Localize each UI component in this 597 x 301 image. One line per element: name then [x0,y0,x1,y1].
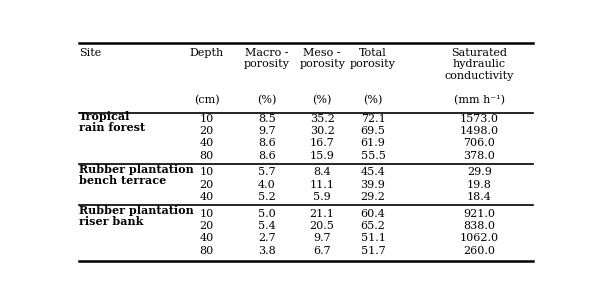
Text: rain forest: rain forest [79,122,146,133]
Text: 5.2: 5.2 [258,192,275,202]
Text: 45.4: 45.4 [361,167,386,177]
Text: Rubber plantation: Rubber plantation [79,205,194,216]
Text: 6.7: 6.7 [313,246,331,256]
Text: 9.7: 9.7 [258,126,275,136]
Text: 20: 20 [199,126,214,136]
Text: (%): (%) [312,95,332,106]
Text: (mm h⁻¹): (mm h⁻¹) [454,95,505,106]
Text: 8.5: 8.5 [258,114,275,124]
Text: 5.0: 5.0 [258,209,275,219]
Text: 8.6: 8.6 [258,151,275,161]
Text: Macro -
porosity: Macro - porosity [244,48,290,69]
Text: 4.0: 4.0 [258,180,275,190]
Text: 18.4: 18.4 [467,192,492,202]
Text: 16.7: 16.7 [310,138,334,148]
Text: 10: 10 [199,167,214,177]
Text: 1573.0: 1573.0 [460,114,499,124]
Text: 9.7: 9.7 [313,233,331,243]
Text: 40: 40 [199,192,214,202]
Text: 20: 20 [199,180,214,190]
Text: 80: 80 [199,246,214,256]
Text: (%): (%) [257,95,276,106]
Text: (cm): (cm) [193,95,219,106]
Text: bench terrace: bench terrace [79,175,167,186]
Text: 260.0: 260.0 [463,246,496,256]
Text: 80: 80 [199,151,214,161]
Text: 30.2: 30.2 [310,126,334,136]
Text: 8.4: 8.4 [313,167,331,177]
Text: 5.7: 5.7 [258,167,275,177]
Text: 378.0: 378.0 [463,151,496,161]
Text: Site: Site [79,48,101,58]
Text: 5.4: 5.4 [258,221,275,231]
Text: 1498.0: 1498.0 [460,126,499,136]
Text: 69.5: 69.5 [361,126,386,136]
Text: 29.9: 29.9 [467,167,492,177]
Text: 2.7: 2.7 [258,233,275,243]
Text: Tropical: Tropical [79,110,131,122]
Text: 55.5: 55.5 [361,151,386,161]
Text: 51.1: 51.1 [361,233,386,243]
Text: Saturated
hydraulic
conductivity: Saturated hydraulic conductivity [445,48,514,81]
Text: 8.6: 8.6 [258,138,275,148]
Text: Meso -
porosity: Meso - porosity [299,48,345,69]
Text: 35.2: 35.2 [310,114,334,124]
Text: 21.1: 21.1 [310,209,334,219]
Text: 706.0: 706.0 [463,138,496,148]
Text: 5.9: 5.9 [313,192,331,202]
Text: Total
porosity: Total porosity [350,48,396,69]
Text: 11.1: 11.1 [310,180,334,190]
Text: 19.8: 19.8 [467,180,492,190]
Text: 60.4: 60.4 [361,209,386,219]
Text: 3.8: 3.8 [258,246,275,256]
Text: 921.0: 921.0 [463,209,496,219]
Text: 40: 40 [199,138,214,148]
Text: Depth: Depth [189,48,224,58]
Text: Rubber plantation: Rubber plantation [79,164,194,175]
Text: 1062.0: 1062.0 [460,233,499,243]
Text: 72.1: 72.1 [361,114,386,124]
Text: 61.9: 61.9 [361,138,386,148]
Text: 40: 40 [199,233,214,243]
Text: 10: 10 [199,114,214,124]
Text: 51.7: 51.7 [361,246,386,256]
Text: riser bank: riser bank [79,216,144,228]
Text: 20: 20 [199,221,214,231]
Text: (%): (%) [364,95,383,106]
Text: 65.2: 65.2 [361,221,386,231]
Text: 838.0: 838.0 [463,221,496,231]
Text: 20.5: 20.5 [310,221,334,231]
Text: 15.9: 15.9 [310,151,334,161]
Text: 39.9: 39.9 [361,180,386,190]
Text: 29.2: 29.2 [361,192,386,202]
Text: 10: 10 [199,209,214,219]
